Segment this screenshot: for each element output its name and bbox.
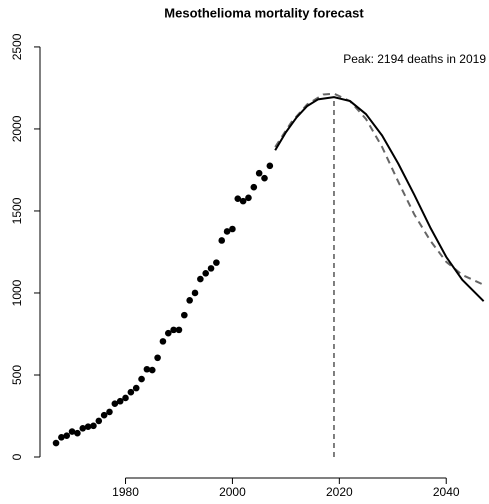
data-point (266, 162, 274, 170)
data-point (218, 237, 226, 244)
data-point (122, 394, 129, 402)
data-point (181, 311, 188, 319)
chart-title: Mesothelioma mortality forecast (164, 5, 364, 20)
data-point (170, 326, 177, 334)
annotation: Peak: 2194 deaths in 2019 (343, 52, 486, 66)
data-point (175, 326, 183, 334)
data-point (111, 400, 119, 407)
y-tick-label: 1000 (10, 279, 24, 306)
data-point (229, 225, 236, 233)
data-point (138, 375, 145, 383)
data-point (79, 424, 87, 432)
y-tick-label: 2000 (10, 115, 24, 142)
data-point (207, 265, 215, 272)
data-point (159, 338, 167, 345)
data-point (143, 365, 151, 373)
data-point (58, 434, 65, 441)
data-point (213, 259, 220, 266)
data-point (106, 408, 113, 416)
data-point (255, 169, 263, 177)
y-tick-label: 500 (10, 365, 24, 385)
data-point (74, 429, 81, 437)
data-point (223, 228, 231, 235)
y-tick-label: 0 (10, 453, 24, 460)
data-point (90, 422, 97, 430)
data-point (239, 197, 247, 205)
data-point (154, 354, 161, 362)
data-point (245, 194, 252, 202)
x-tick-label: 1980 (112, 485, 139, 499)
data-point (197, 275, 204, 283)
data-point (164, 329, 172, 337)
data-point (68, 428, 76, 435)
data-point (148, 366, 156, 374)
data-point (100, 411, 108, 419)
x-tick-label: 2020 (326, 485, 353, 499)
data-point (84, 423, 92, 430)
data-point (63, 432, 71, 439)
data-point (95, 417, 103, 425)
data-point (116, 397, 124, 405)
data-point (127, 388, 135, 396)
data-point (202, 269, 210, 277)
data-point (52, 439, 60, 447)
forecast-curve (274, 96, 485, 302)
x-tick-label: 2040 (433, 485, 460, 499)
data-point (234, 195, 242, 202)
data-point (186, 297, 193, 304)
x-tick-label: 2000 (219, 485, 246, 499)
data-point (132, 384, 140, 392)
data-point (261, 174, 268, 182)
data-point (250, 183, 258, 191)
dashed-curve (274, 92, 485, 286)
data-point (191, 289, 199, 297)
y-tick-label: 2500 (10, 33, 24, 60)
y-tick-label: 1500 (10, 197, 24, 224)
